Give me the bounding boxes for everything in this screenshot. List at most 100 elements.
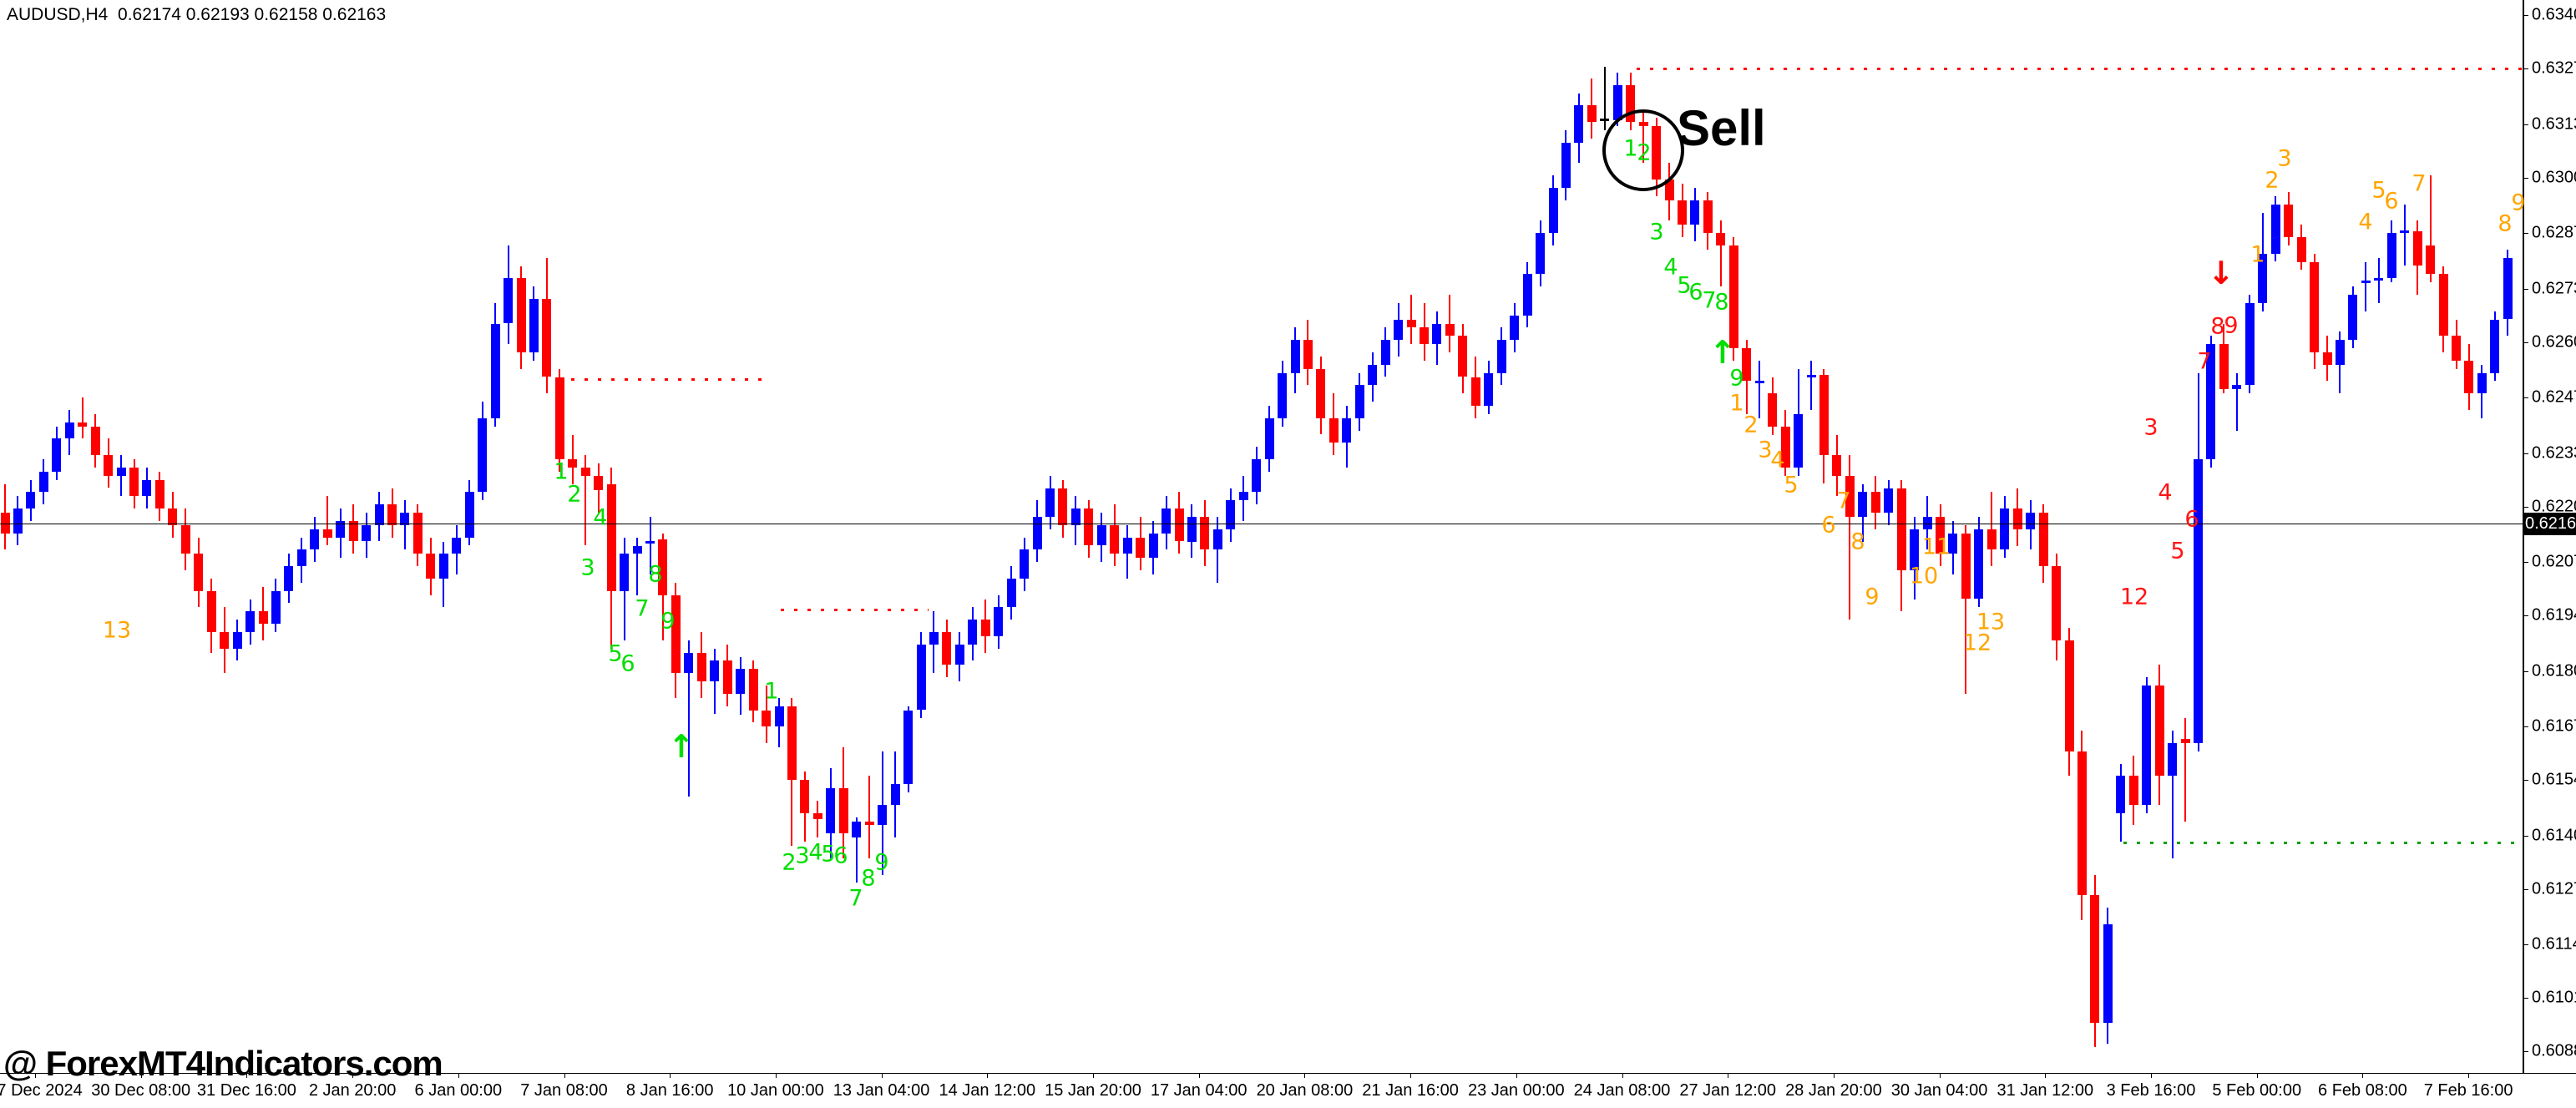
time-axis-tick <box>1833 1073 1835 1078</box>
count-label: 3 <box>1649 219 1664 245</box>
candle <box>1510 315 1520 341</box>
candle <box>1148 533 1158 559</box>
count-label: 1 <box>554 458 569 485</box>
count-label: 4 <box>2358 209 2373 235</box>
candle <box>645 541 655 544</box>
candle <box>2064 640 2074 751</box>
price-axis-label: 0.62605 <box>2532 332 2576 352</box>
candle <box>1380 340 1390 365</box>
count-label: 5 <box>2170 538 2185 564</box>
candle <box>168 508 178 525</box>
time-axis-tick <box>35 1073 36 1078</box>
price-axis-tick <box>2523 944 2528 946</box>
candle <box>490 323 500 418</box>
candle <box>774 706 784 727</box>
candle-wick <box>1759 360 1761 418</box>
time-axis-tick <box>2151 1073 2152 1078</box>
count-label: 11 <box>1921 534 1951 560</box>
count-label: 5 <box>608 640 623 667</box>
candle <box>116 467 126 476</box>
candle <box>1703 200 1713 234</box>
candle <box>78 422 88 427</box>
candle <box>2438 274 2448 336</box>
time-axis-label: 20 Jan 08:00 <box>1256 1081 1354 1100</box>
candle <box>1161 508 1171 534</box>
time-axis-label: 15 Jan 20:00 <box>1045 1081 1141 1100</box>
candle-wick <box>81 397 84 439</box>
candle-wick <box>1991 492 1993 567</box>
candle <box>1716 233 1726 245</box>
price-axis-label: 0.61405 <box>2532 826 2576 845</box>
candle <box>568 459 578 468</box>
candle <box>1664 180 1674 200</box>
candle <box>322 529 332 538</box>
candle <box>878 804 888 826</box>
price-axis-tick <box>2523 506 2528 508</box>
candle <box>180 524 190 554</box>
time-axis-tick <box>2468 1073 2470 1078</box>
candle <box>1496 340 1506 373</box>
down-arrow-icon: ↓ <box>2208 255 2234 291</box>
current-price-badge: 0.62163 <box>2523 513 2576 535</box>
candle <box>1328 417 1339 443</box>
candle <box>504 278 513 324</box>
candle <box>554 377 564 459</box>
time-axis-label: 3 Feb 16:00 <box>2106 1081 2196 1100</box>
candle <box>1678 200 1687 225</box>
candle <box>1316 368 1326 418</box>
price-axis-tick <box>2523 670 2528 672</box>
candle <box>1020 549 1029 579</box>
candle <box>1252 459 1262 493</box>
candle <box>64 422 74 439</box>
candle <box>400 513 410 525</box>
candle <box>1845 475 1855 517</box>
candle <box>606 483 616 591</box>
candle <box>1354 385 1364 418</box>
candle <box>2245 302 2255 386</box>
candle <box>916 644 926 711</box>
candle <box>1948 533 1958 554</box>
candle <box>1006 578 1016 608</box>
candle <box>1470 377 1480 406</box>
count-label: 9 <box>1865 584 1880 610</box>
price-axis-label: 0.63135 <box>2532 114 2576 134</box>
time-axis-label: 5 Feb 00:00 <box>2212 1081 2302 1100</box>
count-label: 8 <box>2498 210 2513 237</box>
time-axis-label: 21 Jan 16:00 <box>1362 1081 1459 1100</box>
price-axis-label: 0.63005 <box>2532 168 2576 187</box>
candle <box>736 669 746 694</box>
candle <box>594 475 604 490</box>
price-axis-label: 0.63270 <box>2532 58 2576 78</box>
candle <box>1070 508 1081 525</box>
time-axis-label: 30 Jan 04:00 <box>1890 1081 1988 1100</box>
count-label: 10 <box>1909 563 1939 589</box>
chart-canvas[interactable] <box>0 0 2523 1073</box>
candle <box>1728 245 1738 349</box>
time-axis-tick <box>775 1073 777 1078</box>
count-label: 9 <box>874 849 889 876</box>
candle <box>2477 372 2487 394</box>
candle <box>2452 336 2461 361</box>
candle <box>2052 566 2061 640</box>
candle <box>194 554 204 591</box>
candle <box>1096 524 1106 546</box>
candle <box>2026 513 2036 529</box>
candle <box>1936 517 1945 554</box>
price-axis-label: 0.61940 <box>2532 605 2576 625</box>
candle <box>1986 529 1997 550</box>
candle-wick <box>636 537 638 595</box>
candle <box>1394 319 1404 341</box>
candle <box>1406 319 1416 328</box>
count-label: 2 <box>2265 167 2280 194</box>
count-label: 7 <box>1702 287 1717 314</box>
price-axis-label: 0.62870 <box>2532 223 2576 242</box>
candle <box>1961 533 1971 600</box>
price-axis-tick <box>2523 15 2528 16</box>
candle <box>2335 340 2345 365</box>
count-label: 3 <box>2143 414 2158 441</box>
price-axis-label: 0.63400 <box>2532 5 2576 24</box>
candle <box>890 784 900 805</box>
count-label: 5 <box>1677 272 1692 299</box>
candle <box>864 821 874 826</box>
candle <box>2361 280 2371 283</box>
